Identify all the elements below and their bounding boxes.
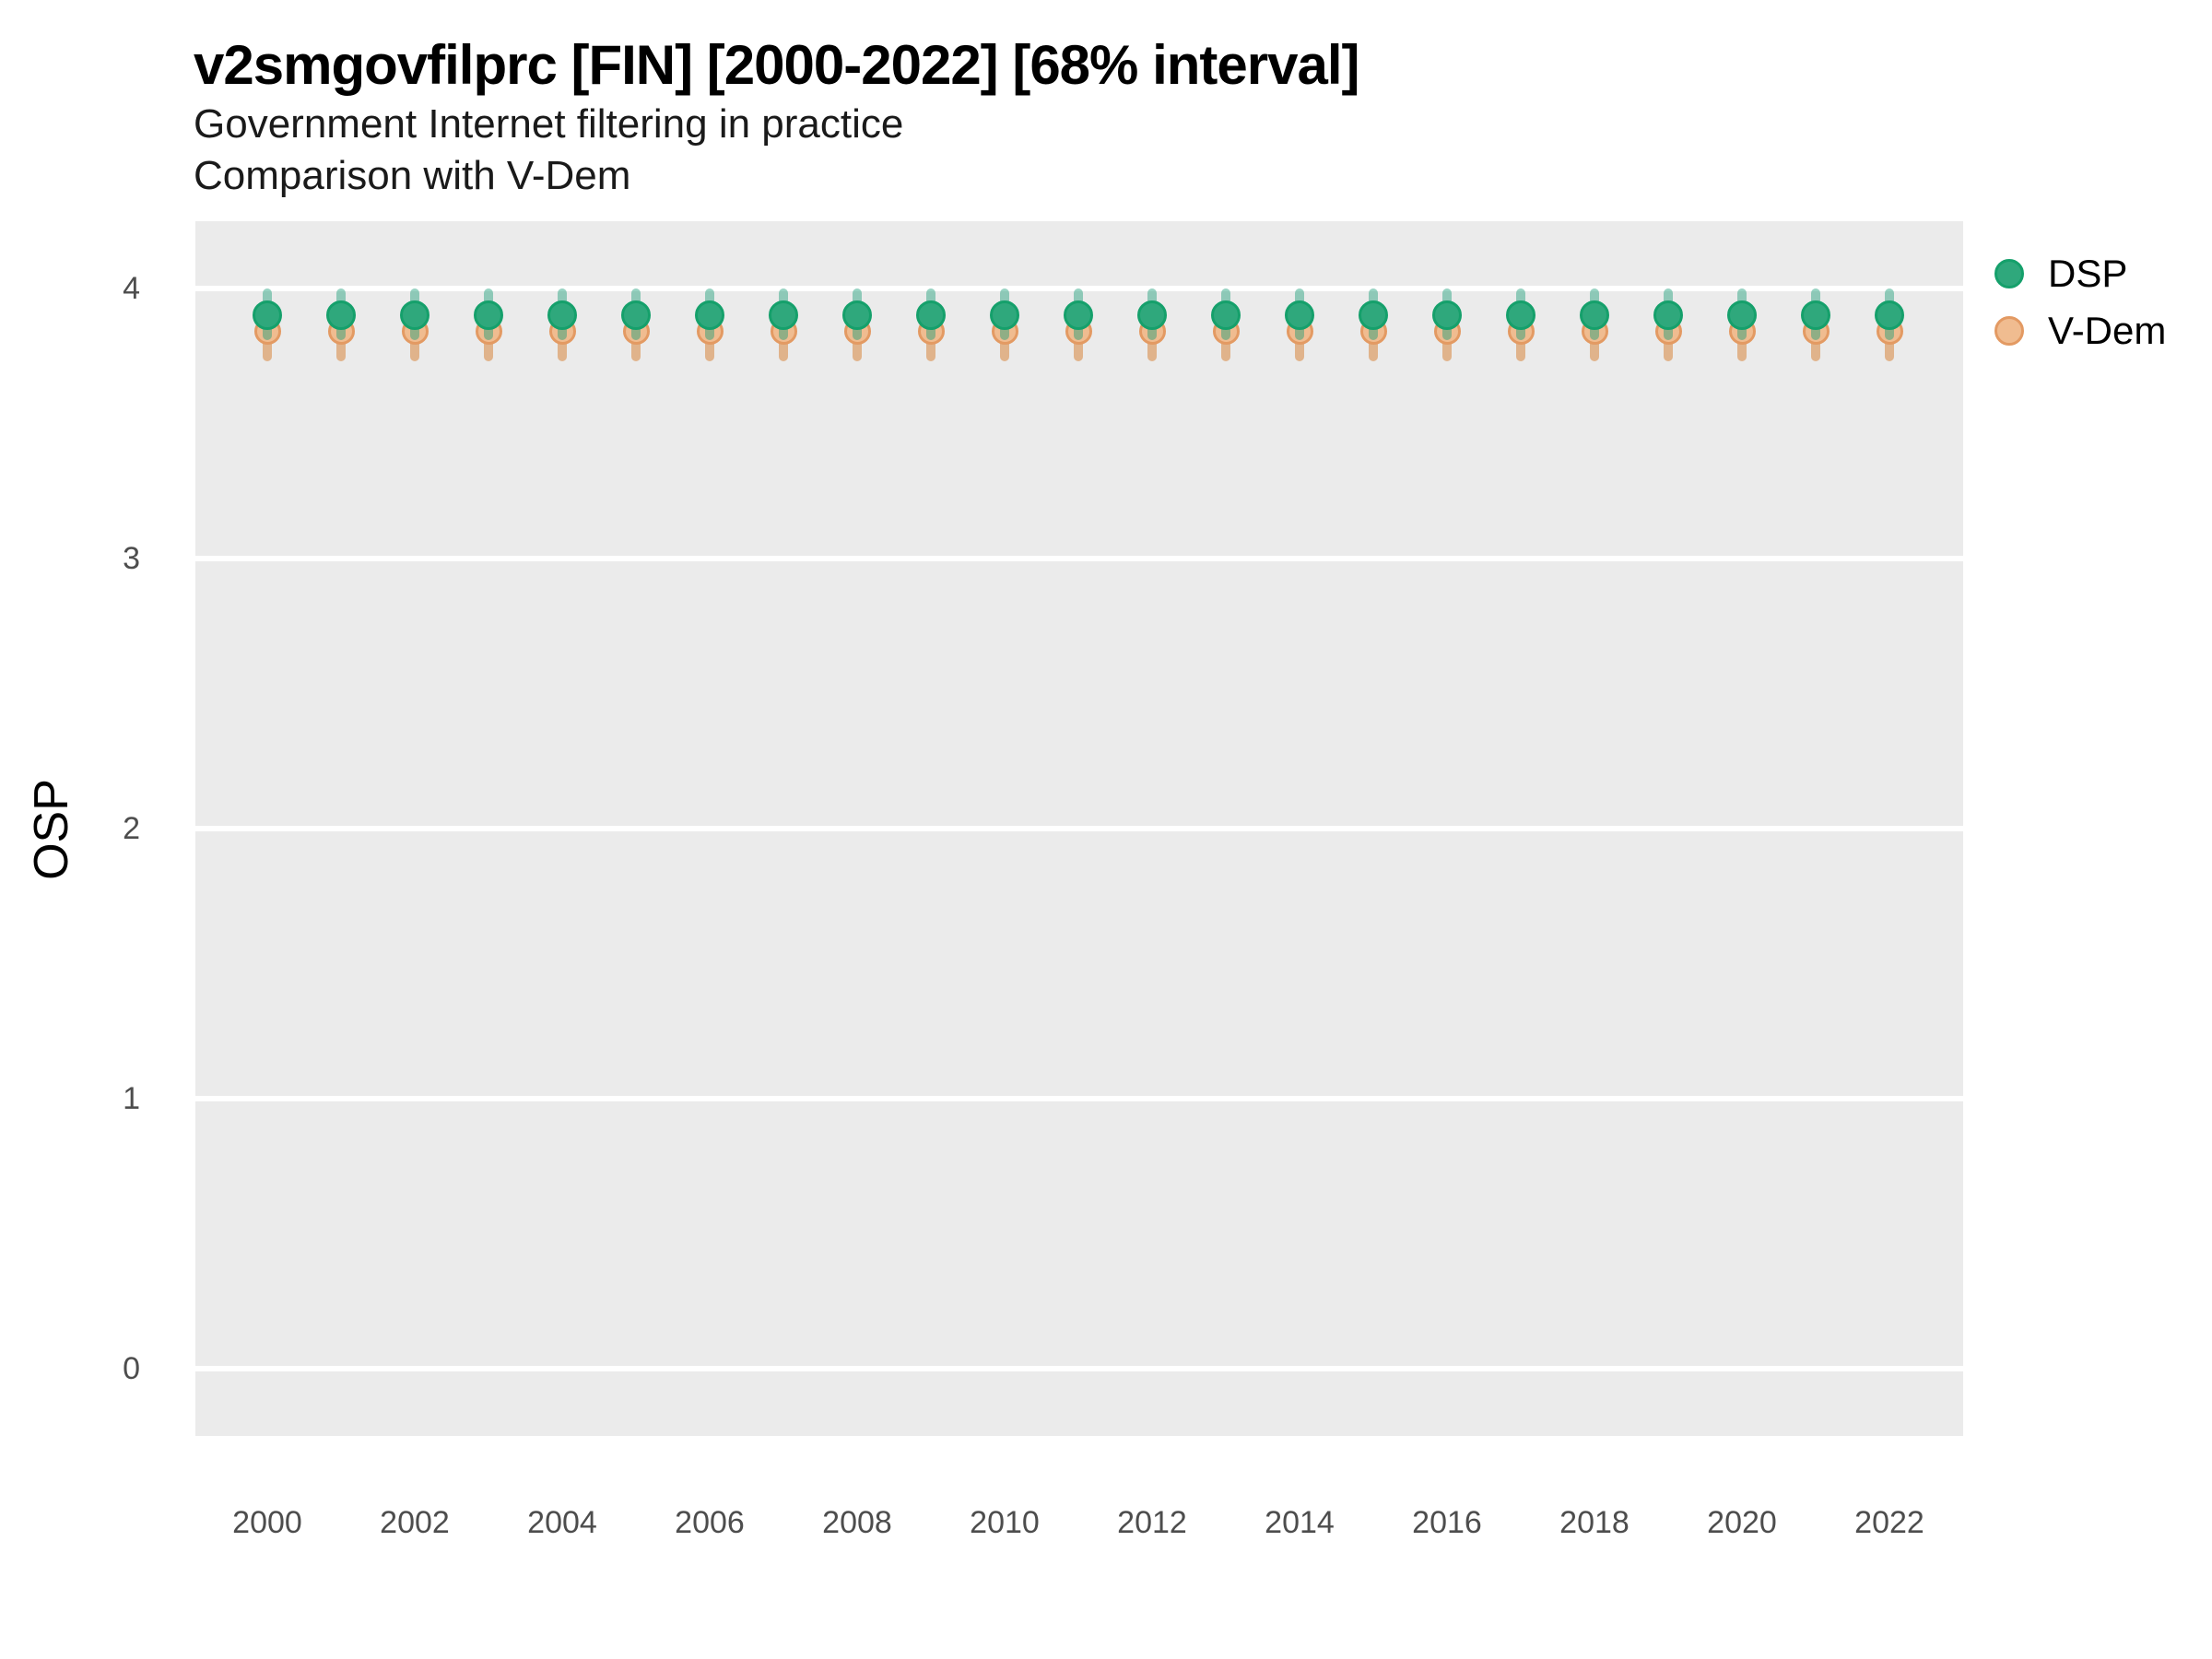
dsp-point bbox=[1064, 300, 1093, 331]
dsp-point bbox=[1137, 300, 1167, 331]
legend-label: DSP bbox=[2048, 252, 2128, 295]
x-tick-label: 2000 bbox=[232, 1505, 302, 1540]
y-tick-label: 2 bbox=[123, 811, 140, 846]
dsp-point bbox=[400, 300, 429, 331]
x-tick-label: 2012 bbox=[1117, 1505, 1187, 1540]
dsp-point bbox=[1506, 300, 1535, 331]
dsp-point bbox=[695, 300, 724, 331]
x-tick-label: 2018 bbox=[1559, 1505, 1630, 1540]
dsp-point bbox=[1211, 300, 1241, 331]
y-tick-label: 4 bbox=[123, 271, 140, 306]
x-tick-label: 2002 bbox=[380, 1505, 450, 1540]
plot-panel bbox=[195, 221, 1963, 1436]
x-tick-label: 2014 bbox=[1265, 1505, 1335, 1540]
x-tick-label: 2022 bbox=[1854, 1505, 1924, 1540]
gridline-y-0 bbox=[195, 1366, 1963, 1371]
legend-label: V-Dem bbox=[2048, 309, 2167, 352]
x-tick-label: 2010 bbox=[970, 1505, 1040, 1540]
dsp-point bbox=[842, 300, 872, 331]
dsp-point bbox=[547, 300, 577, 331]
x-tick-label: 2020 bbox=[1707, 1505, 1777, 1540]
dsp-point bbox=[1653, 300, 1683, 331]
dsp-point bbox=[1875, 300, 1904, 331]
gridline-y-4 bbox=[195, 286, 1963, 291]
legend-entry-dsp: DSP bbox=[1980, 245, 2166, 302]
x-tick-label: 2004 bbox=[527, 1505, 597, 1540]
chart-subtitle-line1: Government Internet filtering in practic… bbox=[194, 101, 904, 147]
gridline-y-1 bbox=[195, 1096, 1963, 1101]
dsp-point bbox=[916, 300, 946, 331]
dsp-point bbox=[1432, 300, 1462, 331]
x-tick-label: 2008 bbox=[822, 1505, 892, 1540]
dsp-point bbox=[1359, 300, 1388, 331]
y-tick-label: 3 bbox=[123, 541, 140, 576]
chart-title: v2smgovfilprc [FIN] [2000-2022] [68% int… bbox=[194, 34, 1359, 96]
dsp-point bbox=[1285, 300, 1314, 331]
dsp-point bbox=[990, 300, 1019, 331]
dsp-point bbox=[1801, 300, 1830, 331]
legend-swatch-icon bbox=[1994, 316, 2024, 346]
gridline-y-2 bbox=[195, 826, 1963, 831]
y-tick-label: 1 bbox=[123, 1081, 140, 1116]
dsp-point bbox=[769, 300, 798, 331]
dsp-point bbox=[253, 300, 282, 331]
dsp-point bbox=[621, 300, 651, 331]
dsp-point bbox=[1580, 300, 1609, 331]
y-tick-label: 0 bbox=[123, 1351, 140, 1386]
dsp-point bbox=[474, 300, 503, 331]
dsp-point bbox=[1727, 300, 1757, 331]
legend-swatch-icon bbox=[1994, 259, 2024, 288]
gridline-y-3 bbox=[195, 556, 1963, 561]
dsp-point bbox=[326, 300, 356, 331]
legend-entry-vdem: V-Dem bbox=[1980, 302, 2166, 359]
legend: DSP V-Dem bbox=[1980, 245, 2166, 359]
x-tick-label: 2016 bbox=[1412, 1505, 1482, 1540]
x-tick-label: 2006 bbox=[675, 1505, 745, 1540]
chart-subtitle-line2: Comparison with V-Dem bbox=[194, 153, 631, 198]
